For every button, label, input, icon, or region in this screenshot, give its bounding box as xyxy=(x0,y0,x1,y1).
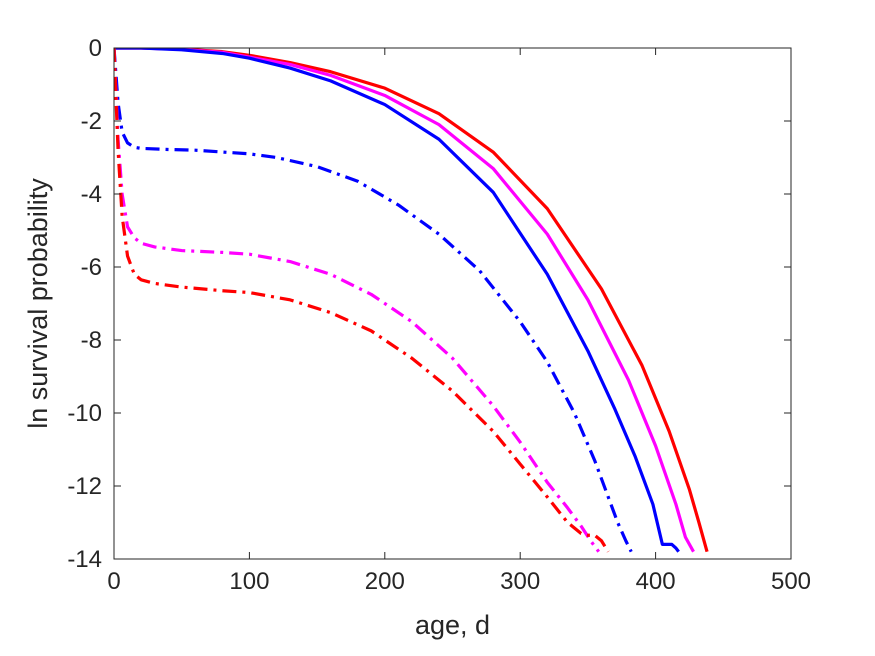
series-layer xyxy=(114,48,709,553)
axes-box xyxy=(113,47,792,560)
y-tick-label: -2 xyxy=(81,108,102,135)
x-tick-label: 0 xyxy=(107,568,120,595)
y-tick-label: -8 xyxy=(81,327,102,354)
x-axis-label: age, d xyxy=(415,610,490,640)
y-tick-label: -12 xyxy=(67,473,102,500)
y-tick-label: -10 xyxy=(67,400,102,427)
x-tick-label: 200 xyxy=(365,568,405,595)
x-tick-label: 100 xyxy=(229,568,269,595)
y-tick-label: 0 xyxy=(89,35,102,62)
y-tick-label: -6 xyxy=(81,254,102,281)
x-tick-label: 400 xyxy=(636,568,676,595)
series-line-3 xyxy=(114,48,680,553)
series-line-5 xyxy=(114,48,601,553)
tick-labels-layer: 0 100 200 300 400 500 0 -2 -4 -6 -8 -10 -12 -14 xyxy=(67,35,811,595)
y-axis-label: ln survival probability xyxy=(23,178,53,429)
series-line-6 xyxy=(114,48,610,553)
x-tick-label: 300 xyxy=(500,568,540,595)
x-tick-label: 500 xyxy=(771,568,811,595)
y-tick-label: -14 xyxy=(67,546,102,573)
y-tick-label: -4 xyxy=(81,181,102,208)
series-line-4 xyxy=(114,48,633,553)
